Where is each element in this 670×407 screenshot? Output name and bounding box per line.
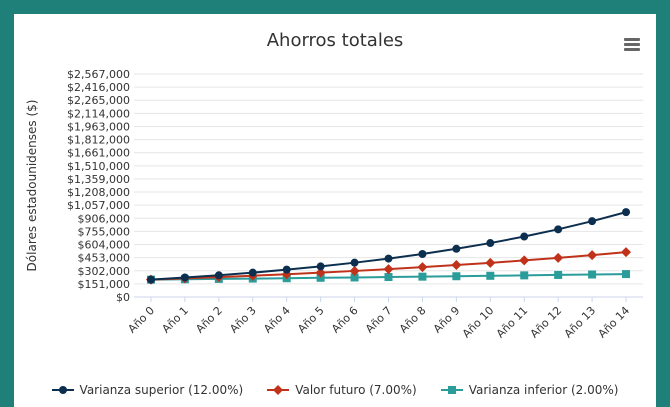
legend-swatch-icon — [440, 386, 463, 394]
data-point[interactable] — [281, 269, 292, 280]
data-point[interactable] — [418, 272, 427, 281]
data-point[interactable] — [316, 273, 325, 282]
data-point[interactable] — [452, 244, 461, 253]
data-point[interactable] — [418, 249, 427, 258]
data-point[interactable] — [520, 271, 529, 280]
hamburger-menu-icon[interactable] — [624, 38, 640, 52]
y-tick-label: $1,057,000 — [67, 199, 130, 212]
data-point[interactable] — [621, 247, 632, 258]
x-tick-label: Año 4 — [261, 304, 293, 336]
data-point[interactable] — [146, 275, 155, 284]
y-axis-title: Dólares estadounidenses ($) — [25, 100, 39, 272]
data-point[interactable] — [349, 265, 360, 276]
chart-title: Ahorros totales — [266, 30, 404, 51]
data-point[interactable] — [451, 260, 462, 271]
data-point[interactable] — [622, 208, 631, 217]
y-tick-label: $302,000 — [78, 265, 131, 278]
x-tick-label: Año 7 — [363, 304, 395, 336]
x-tick-label: Año 11 — [494, 304, 531, 341]
x-tick-label: Año 13 — [562, 304, 599, 341]
x-tick-label: Año 5 — [295, 304, 327, 336]
y-tick-label: $906,000 — [78, 212, 131, 225]
legend-swatch-icon — [51, 386, 74, 394]
y-tick-label: $1,208,000 — [67, 186, 130, 199]
legend-label: Valor futuro (7.00%) — [295, 383, 417, 397]
data-point[interactable] — [588, 270, 597, 279]
data-point[interactable] — [486, 239, 495, 248]
data-point[interactable] — [520, 232, 529, 241]
data-point[interactable] — [486, 271, 495, 280]
data-point[interactable] — [350, 258, 359, 267]
data-point[interactable] — [588, 217, 597, 226]
y-tick-label: $2,114,000 — [67, 107, 130, 120]
legend-label: Varianza inferior (2.00%) — [468, 383, 619, 397]
y-tick-label: $1,359,000 — [67, 173, 130, 186]
line-chart: $0$151,000$302,000$453,000$604,000$755,0… — [25, 68, 643, 341]
data-point[interactable] — [587, 250, 598, 261]
x-tick-label: Año 9 — [431, 304, 463, 336]
data-point[interactable] — [180, 273, 189, 282]
y-tick-label: $1,510,000 — [67, 160, 130, 173]
data-point[interactable] — [554, 270, 563, 279]
y-tick-label: $1,963,000 — [67, 120, 130, 133]
data-point[interactable] — [452, 272, 461, 281]
x-tick-label: Año 8 — [397, 304, 429, 336]
x-tick-label: Año 1 — [159, 304, 191, 336]
data-point[interactable] — [350, 273, 359, 282]
y-tick-label: $0 — [116, 291, 130, 304]
y-tick-label: $453,000 — [78, 252, 131, 265]
y-tick-label: $2,567,000 — [67, 68, 130, 81]
data-point[interactable] — [485, 257, 496, 268]
data-point[interactable] — [553, 252, 564, 263]
x-tick-label: Año 2 — [193, 304, 225, 336]
legend-item[interactable]: Valor futuro (7.00%) — [267, 383, 417, 397]
data-point[interactable] — [384, 273, 393, 282]
data-point[interactable] — [248, 268, 257, 277]
y-tick-label: $1,812,000 — [67, 134, 130, 147]
y-tick-label: $755,000 — [78, 225, 131, 238]
x-tick-label: Año 6 — [329, 304, 361, 336]
x-tick-label: Año 10 — [460, 304, 497, 341]
x-tick-label: Año 0 — [125, 304, 157, 336]
x-tick-label: Año 14 — [596, 304, 633, 341]
data-point[interactable] — [214, 271, 223, 280]
chart-legend: Varianza superior (12.00%) Valor futuro (… — [14, 383, 656, 397]
data-point[interactable] — [315, 267, 326, 278]
data-point[interactable] — [519, 255, 530, 266]
legend-label: Varianza superior (12.00%) — [79, 383, 244, 397]
y-tick-label: $2,265,000 — [67, 94, 130, 107]
legend-swatch-icon — [267, 385, 290, 395]
y-tick-label: $151,000 — [78, 278, 131, 291]
x-tick-label: Año 12 — [528, 304, 565, 341]
data-point[interactable] — [384, 254, 393, 263]
x-tick-label: Año 3 — [227, 304, 259, 336]
legend-item[interactable]: Varianza inferior (2.00%) — [440, 383, 619, 397]
data-point[interactable] — [383, 264, 394, 275]
y-tick-label: $2,416,000 — [67, 81, 130, 94]
data-point[interactable] — [282, 265, 291, 274]
y-tick-label: $604,000 — [78, 239, 131, 252]
data-point[interactable] — [316, 262, 325, 271]
data-point[interactable] — [417, 262, 428, 273]
data-point[interactable] — [622, 270, 631, 279]
legend-item[interactable]: Varianza superior (12.00%) — [51, 383, 244, 397]
data-point[interactable] — [554, 225, 563, 234]
chart-card: Ahorros totales $0 $151,000 $302,000 $453,0… — [14, 14, 656, 407]
y-tick-label: $1,661,000 — [67, 147, 130, 160]
